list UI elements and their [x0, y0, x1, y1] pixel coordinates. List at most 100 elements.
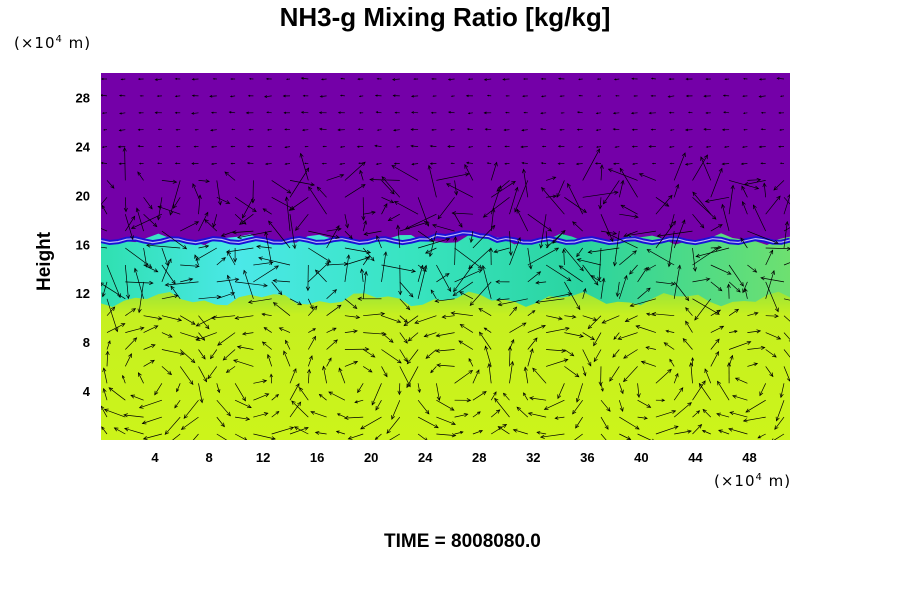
- wind-vector-head: [726, 283, 731, 289]
- wind-vector: [685, 321, 693, 333]
- wind-vector: [399, 281, 414, 298]
- wind-vector-head: [428, 252, 433, 258]
- wind-vector-head: [207, 374, 212, 380]
- wind-vector-head: [386, 429, 391, 434]
- wind-vector: [209, 95, 217, 97]
- wind-vector: [143, 315, 162, 320]
- wind-vector-head: [675, 183, 680, 189]
- wind-vector-head: [205, 324, 210, 330]
- wind-vector: [291, 400, 309, 418]
- wind-vector-head: [108, 387, 114, 392]
- wind-vector-head: [507, 345, 513, 351]
- wind-vector: [529, 397, 547, 401]
- wind-vector: [623, 349, 638, 359]
- wind-vector-head: [308, 186, 313, 191]
- wind-vector: [783, 349, 790, 358]
- wind-vector: [125, 327, 144, 333]
- wind-vector: [618, 180, 624, 198]
- wind-vector-head: [668, 194, 673, 200]
- wind-vector: [729, 330, 738, 333]
- wind-vector-head: [153, 325, 159, 330]
- wind-vector: [403, 315, 419, 326]
- wind-vector-head: [477, 264, 483, 269]
- wind-vector: [362, 247, 375, 262]
- wind-vector-head: [290, 205, 296, 210]
- wind-vector: [227, 275, 236, 299]
- wind-vector: [376, 111, 382, 114]
- wind-vector: [541, 187, 565, 215]
- wind-vector: [502, 78, 510, 80]
- wind-vector: [192, 433, 199, 440]
- wind-vector-head: [740, 237, 745, 243]
- wind-vector-head: [101, 146, 105, 149]
- wind-vector-head: [702, 408, 707, 414]
- wind-vector-head: [295, 382, 300, 388]
- wind-vector-head: [677, 264, 682, 270]
- wind-vector: [198, 332, 205, 341]
- wind-vector-head: [615, 94, 618, 97]
- wind-vector: [777, 77, 785, 80]
- wind-vector-head: [559, 128, 562, 131]
- wind-vector: [637, 267, 648, 283]
- wind-vector: [582, 366, 586, 376]
- wind-vector-head: [157, 162, 160, 165]
- wind-vector-head: [149, 280, 154, 286]
- wind-vector-head: [361, 161, 366, 166]
- wind-vector: [139, 399, 163, 409]
- wind-vector: [545, 230, 566, 249]
- wind-vector-head: [598, 204, 603, 210]
- wind-vector-head: [233, 258, 238, 263]
- wind-vector-head: [619, 167, 624, 173]
- wind-vector-head: [265, 162, 268, 166]
- wind-vector-head: [230, 145, 233, 148]
- wind-vector-head: [453, 236, 458, 241]
- wind-vector-head: [540, 128, 543, 131]
- wind-vector: [285, 340, 291, 350]
- wind-vector-head: [535, 280, 540, 285]
- wind-vector-head: [597, 95, 600, 97]
- wind-vector-head: [565, 326, 570, 331]
- wind-vector-head: [497, 302, 503, 307]
- wind-vector: [406, 366, 419, 388]
- wind-vector: [582, 264, 599, 286]
- wind-vector: [479, 332, 492, 350]
- wind-vector-head: [335, 430, 340, 434]
- wind-vector: [253, 380, 267, 384]
- wind-vector-head: [374, 94, 378, 97]
- wind-vector: [161, 295, 179, 300]
- wind-vector: [545, 264, 571, 282]
- wind-vector-head: [704, 154, 708, 160]
- wind-vector: [535, 281, 547, 284]
- wind-vector-head: [189, 441, 193, 445]
- wind-vector-head: [154, 78, 158, 81]
- wind-vector-head: [226, 274, 231, 280]
- wind-vector-head: [237, 235, 242, 240]
- wind-vector-head: [458, 223, 463, 228]
- wind-vector: [271, 411, 280, 418]
- wind-vector-head: [157, 128, 160, 131]
- wind-vector: [143, 264, 158, 273]
- wind-vector-head: [552, 194, 557, 199]
- wind-vector: [226, 247, 254, 253]
- wind-vector-head: [650, 128, 653, 131]
- wind-vector-head: [119, 94, 122, 97]
- wind-vector: [417, 399, 430, 415]
- wind-vector-head: [263, 412, 269, 417]
- wind-vector: [344, 257, 369, 266]
- wind-vector-head: [458, 340, 464, 345]
- wind-vector-head: [210, 315, 216, 320]
- wind-vector-head: [376, 77, 379, 80]
- wind-vector: [620, 204, 638, 215]
- wind-vector-head: [743, 181, 749, 186]
- wind-vector: [454, 269, 483, 283]
- wind-vector: [646, 346, 656, 350]
- wind-vector-head: [466, 398, 472, 403]
- wind-vector-head: [664, 202, 670, 207]
- wind-vector-head: [339, 146, 343, 148]
- wind-vector-head: [582, 208, 587, 213]
- wind-vector: [742, 281, 748, 293]
- wind-vector-head: [754, 185, 760, 190]
- wind-vector-head: [195, 336, 201, 341]
- wind-vector: [655, 426, 679, 435]
- wind-vector: [618, 383, 624, 394]
